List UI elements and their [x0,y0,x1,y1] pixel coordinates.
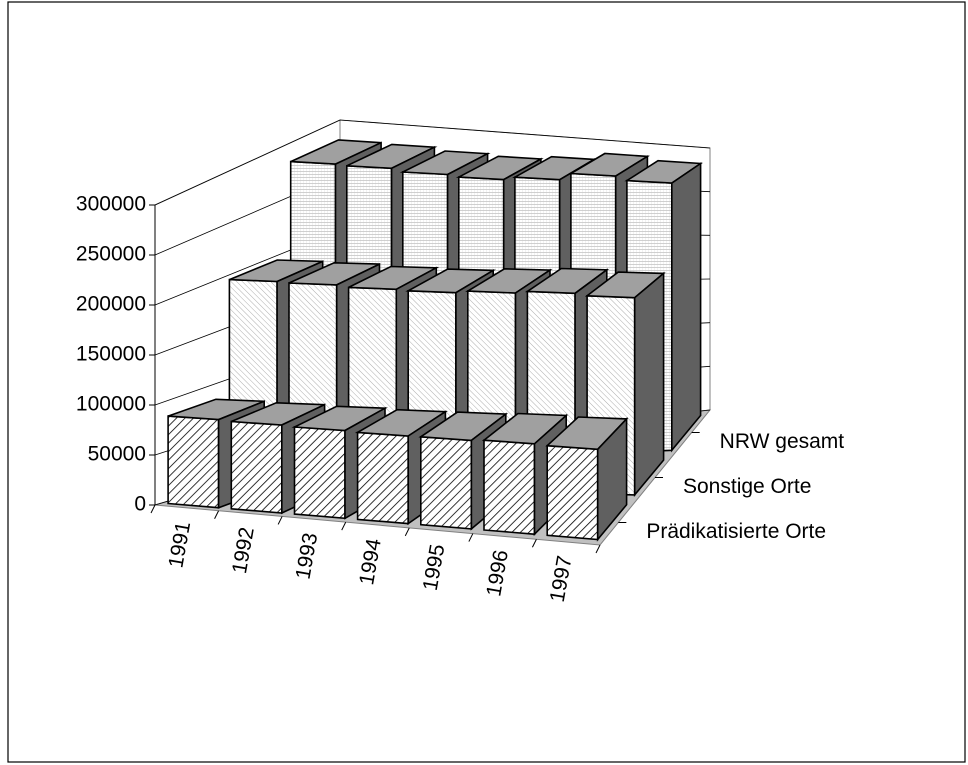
x-tick [341,521,347,531]
bar-front [546,444,599,541]
bar [545,416,629,542]
bar-front [293,426,346,520]
x-tick [468,533,474,542]
bar-front [230,420,283,514]
x-tick [531,539,537,548]
bar-side [670,161,702,453]
bar-front [356,431,410,525]
bar-front [167,415,220,509]
grid-line [154,119,711,206]
y-tick-label: 250000 [76,243,146,266]
x-tick [214,510,220,519]
series-label: NRW gesamt [720,430,845,453]
bar-side [596,416,628,542]
series-label: Sonstige Orte [683,475,811,498]
bar-front [419,435,473,530]
bar-front [483,439,536,536]
y-tick-label: 150000 [76,343,146,366]
x-tick [595,544,601,554]
y-tick-label: 0 [134,493,146,516]
y-tick-label: 50000 [88,443,146,466]
bar-side [633,271,665,498]
y-tick-label: 300000 [76,193,146,216]
x-tick [277,516,283,525]
x-tick [150,504,156,514]
y-tick-label: 200000 [76,293,146,316]
x-tick [404,527,410,537]
series-label: Prädikatisierte Orte [646,520,826,543]
y-tick-label: 100000 [76,393,146,416]
